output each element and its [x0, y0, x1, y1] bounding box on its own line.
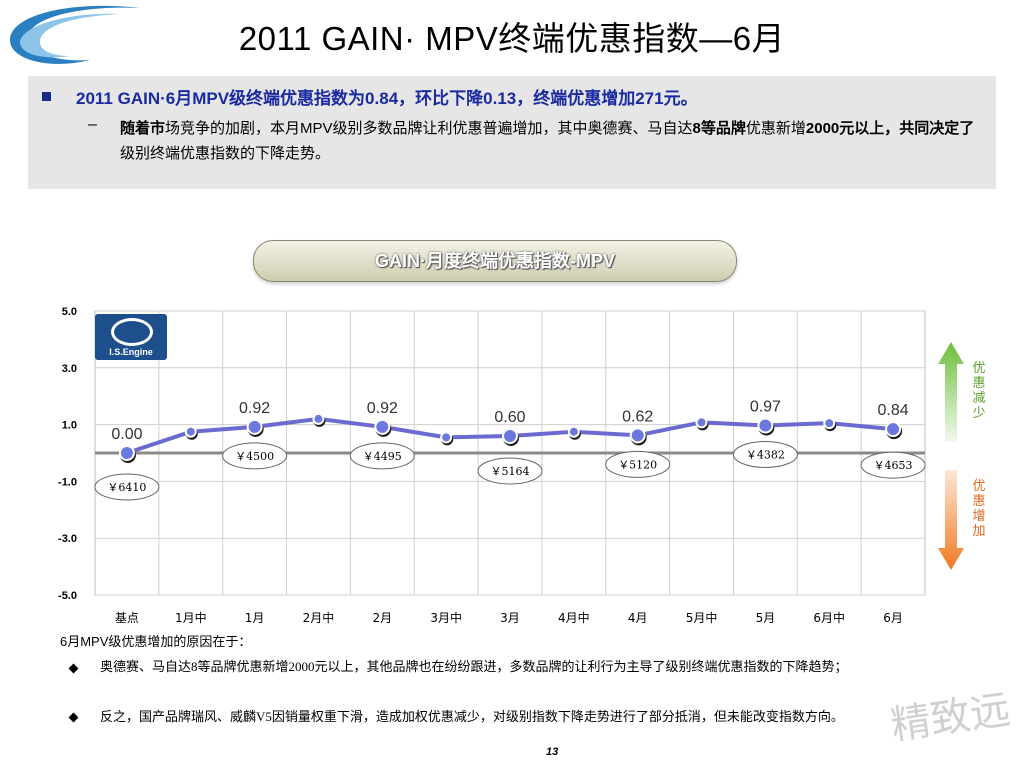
data-label: 0.84: [878, 402, 909, 419]
x-tick-label: 4月: [628, 611, 648, 625]
price-callout-ellipse: [222, 442, 288, 470]
line-chart: 5.0 3.0 1.0 -1.0 -3.0 -5.0 基点 1月中 1月 2月中 2月 3月中 3月 4月…: [58, 306, 926, 625]
diamond-bullet-icon: [68, 712, 79, 723]
page-title: 2011 GAIN· MPV终端优惠指数—6月: [238, 20, 786, 57]
logo-text: I.S.Engine: [109, 347, 153, 357]
data-label: 0.62: [622, 408, 653, 425]
x-tick-label: 基点: [115, 611, 139, 625]
price-callout-label: ￥5120: [618, 458, 657, 471]
data-label: 0.97: [750, 398, 781, 415]
logo-ring-icon: [111, 318, 153, 346]
arrow-down-icon: [938, 470, 964, 570]
chart-title: GAIN·月度终端优惠指数-MPV: [253, 240, 737, 282]
y-tick-label: 1.0: [62, 420, 77, 432]
data-point: [502, 427, 518, 444]
bullet-square-icon: [42, 92, 51, 101]
data-point: [567, 425, 580, 438]
price-callout-label: ￥6410: [107, 481, 146, 494]
data-point: [246, 418, 263, 435]
summary-headline: 2011 GAIN·6月MPV级终端优惠指数为0.84，环比下降0.13，终端优…: [76, 89, 698, 108]
data-label: 0.60: [494, 409, 525, 426]
price-callout-ellipse: [860, 451, 926, 479]
arrow-up-icon: [938, 342, 964, 442]
price-callout-ellipse: [349, 442, 415, 470]
x-tick-label: 3月中: [430, 610, 462, 625]
data-point: [695, 416, 708, 429]
price-callout-label: ￥4500: [235, 450, 274, 463]
price-callout-ellipse: [732, 440, 798, 468]
price-callout-ellipse: [605, 450, 671, 478]
diamond-bullet-icon: [68, 663, 79, 674]
price-callout-ellipse: [94, 473, 160, 501]
watermark-text: 精致远: [887, 686, 1014, 750]
y-tick-label: 3.0: [62, 363, 77, 375]
x-tick-label: 4月中: [558, 610, 590, 625]
x-tick-label: 6月中: [813, 610, 845, 625]
y-tick-label: 5.0: [62, 306, 77, 318]
data-point: [823, 417, 836, 430]
x-tick-label: 6月: [883, 611, 903, 625]
data-label: 0.00: [111, 426, 142, 443]
x-tick-label: 5月中: [686, 610, 718, 625]
dash-bullet: –: [88, 116, 97, 133]
data-point: [184, 425, 197, 438]
data-label: 0.92: [239, 400, 270, 417]
page-number: 13: [546, 746, 559, 758]
x-tick-label: 2月中: [303, 610, 335, 625]
data-label: 0.92: [367, 400, 398, 417]
price-callout-label: ￥4653: [874, 459, 913, 472]
price-callout-label: ￥5164: [491, 465, 530, 478]
reasons-title: 6月MPV级优惠增加的原因在于：: [60, 634, 252, 649]
data-point: [374, 418, 391, 435]
label-more-discount: 优惠增加: [972, 478, 986, 538]
logo-swoosh: [10, 5, 140, 64]
data-point: [629, 427, 646, 444]
y-tick-label: -5.0: [58, 590, 77, 602]
data-point: [757, 417, 774, 434]
price-callout-label: ￥4382: [746, 448, 785, 461]
data-point: [885, 421, 902, 438]
isengine-logo: I.S.Engine: [95, 314, 167, 360]
x-tick-label: 1月: [245, 611, 265, 625]
x-tick-label: 1月中: [175, 610, 207, 625]
x-tick-label: 2月: [372, 611, 392, 625]
data-point: [440, 431, 453, 444]
data-point: [118, 445, 135, 461]
summary-box: 2011 GAIN·6月MPV级终端优惠指数为0.84，环比下降0.13，终端优…: [28, 76, 996, 189]
reason-item: 奥德赛、马自达8等品牌优惠新增2000元以上，其他品牌也在纷纷跟进，多数品牌的让…: [100, 659, 848, 674]
price-callout-ellipse: [477, 457, 543, 485]
data-point: [312, 412, 325, 425]
summary-detail: 随着市场竞争的加剧，本月MPV级别多数品牌让利优惠普遍增加，其中奥德赛、马自达8…: [120, 120, 975, 162]
y-tick-label: -1.0: [58, 476, 77, 488]
price-callout-label: ￥4495: [363, 450, 402, 463]
reason-item: 反之，国产品牌瑞风、威麟V5因销量权重下滑，造成加权优惠减少，对级别指数下降走势…: [100, 709, 844, 724]
x-tick-label: 3月: [500, 611, 520, 625]
x-tick-label: 5月: [756, 611, 776, 625]
y-tick-label: -3.0: [58, 533, 77, 545]
label-less-discount: 优惠减少: [972, 360, 986, 420]
